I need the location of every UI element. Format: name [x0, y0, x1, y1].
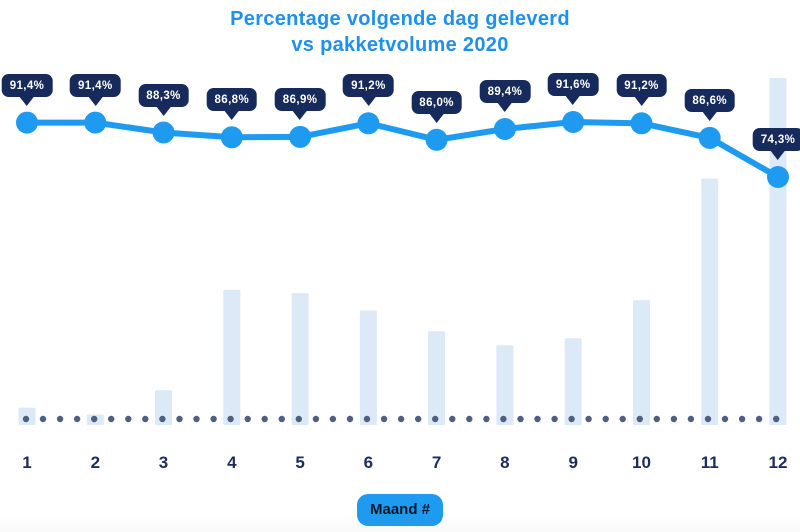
- baseline-dot: [125, 415, 132, 423]
- volume-bar: [428, 331, 446, 425]
- data-label-badge: 74,3%: [752, 128, 800, 151]
- data-label-badge: 91,4%: [69, 73, 121, 97]
- baseline-dot: [210, 415, 217, 423]
- x-tick-label: 10: [632, 453, 651, 472]
- data-label-badge: 88,3%: [138, 83, 189, 107]
- baseline-dot: [568, 415, 575, 423]
- baseline-dot: [415, 415, 422, 423]
- volume-bar: [701, 178, 719, 425]
- baseline-dot: [176, 415, 183, 423]
- percentage-point: [562, 111, 585, 133]
- baseline-dot: [193, 415, 200, 423]
- data-label-badge: 91,6%: [547, 73, 599, 96]
- baseline-dot: [687, 415, 695, 423]
- data-label-badge: 86,6%: [684, 88, 735, 112]
- data-label-badge: 86,0%: [411, 90, 462, 114]
- baseline-dot: [363, 415, 371, 423]
- baseline-dot: [670, 415, 678, 423]
- percentage-line: [24, 119, 781, 180]
- percentage-point: [16, 111, 38, 134]
- percentage-point: [767, 166, 789, 188]
- baseline-dot: [56, 415, 64, 423]
- baseline-dot: [551, 415, 558, 423]
- x-tick-label: 2: [90, 453, 101, 472]
- baseline-dot: [483, 415, 490, 423]
- baseline-dot: [39, 415, 47, 423]
- percentage-point: [425, 128, 448, 151]
- data-label-badge: 86,9%: [274, 87, 326, 111]
- baseline-dot: [278, 415, 285, 423]
- x-tick-label: 12: [768, 453, 788, 472]
- percentage-point: [84, 111, 107, 134]
- volume-bar: [155, 390, 172, 425]
- baseline-dot: [449, 415, 456, 423]
- x-tick-label: 11: [700, 453, 719, 472]
- volume-bar: [359, 310, 377, 425]
- baseline-dot: [500, 415, 507, 423]
- data-label-badge: 91,2%: [343, 74, 394, 98]
- chart-title-line2: vs pakketvolume 2020: [291, 34, 509, 57]
- percentage-point: [220, 126, 243, 149]
- baseline-dot: [738, 415, 746, 423]
- baseline-dot: [704, 415, 712, 423]
- percentage-point: [152, 121, 175, 144]
- x-tick-label: 8: [500, 453, 510, 472]
- baseline-dot: [227, 415, 234, 423]
- volume-bar: [633, 300, 650, 425]
- x-tick-label: 9: [568, 453, 578, 472]
- x-tick-label: 6: [363, 453, 374, 472]
- volume-bar: [223, 289, 241, 425]
- baseline-dot: [295, 415, 302, 423]
- baseline-dot: [142, 415, 149, 423]
- volume-bar: [769, 78, 787, 425]
- baseline-dot: [432, 415, 439, 423]
- baseline-dot: [636, 415, 643, 423]
- baseline-dot: [466, 415, 473, 423]
- baseline-dot: [312, 415, 320, 423]
- x-tick-label: 7: [431, 453, 442, 472]
- baseline-dot: [91, 415, 98, 423]
- volume-bar: [291, 293, 309, 425]
- baseline-dot: [653, 415, 660, 423]
- baseline-dot: [108, 415, 115, 423]
- baseline-dot: [159, 415, 166, 423]
- baseline-dot: [585, 415, 592, 423]
- x-tick-label: 3: [158, 453, 169, 472]
- baseline-dot: [329, 415, 337, 423]
- baseline-dot: [755, 415, 763, 423]
- x-axis-title-badge: Maand #: [356, 494, 444, 526]
- x-tick-label: 5: [295, 453, 305, 472]
- volume-bar: [564, 338, 582, 426]
- baseline-dot: [244, 415, 251, 423]
- baseline-dot: [22, 415, 30, 423]
- baseline-dot: [534, 415, 541, 423]
- baseline-dot: [73, 415, 81, 423]
- baseline-dot: [773, 415, 780, 423]
- percentage-point: [630, 112, 653, 135]
- chart-title-line1: Percentage volgende dag geleverd: [230, 8, 570, 30]
- baseline-dot: [619, 415, 626, 423]
- baseline-dot: [721, 415, 729, 423]
- data-label-badge: 91,2%: [616, 74, 667, 98]
- x-tick-label: 4: [227, 453, 237, 472]
- chart-title: Percentage volgende dag geleverd vs pakk…: [0, 6, 800, 59]
- baseline-dot: [517, 415, 524, 423]
- volume-bar: [496, 345, 514, 425]
- data-label-badge: 91,4%: [1, 73, 53, 97]
- percentage-point: [289, 125, 312, 148]
- baseline-dot: [261, 415, 268, 423]
- percentage-point: [698, 126, 721, 149]
- baseline-dot: [346, 415, 354, 423]
- baseline-dot: [602, 415, 609, 423]
- x-tick-label: 1: [22, 453, 32, 472]
- baseline-dot: [397, 415, 405, 423]
- data-label-badge: 89,4%: [479, 80, 531, 103]
- baseline-dot: [380, 415, 388, 423]
- percentage-point: [357, 112, 380, 135]
- data-label-badge: 86,8%: [206, 88, 258, 112]
- percentage-point: [493, 118, 516, 140]
